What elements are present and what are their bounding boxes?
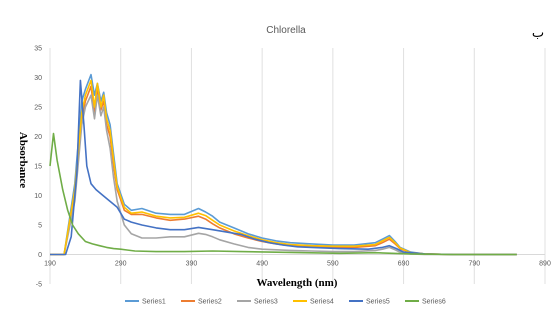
y-tick-label-1: 0 [38,252,42,259]
series-line-6 [49,132,517,256]
x-tick-labels: 190 290 390 490 590 690 790 890 [44,261,551,268]
y-tick-label-8: 35 [34,46,42,53]
x-tick-label-5: 690 [398,261,410,268]
legend-item-3: Series3 [237,299,278,306]
x-tick-label-0: 190 [44,261,56,268]
vertical-gridlines [49,48,546,284]
x-tick-label-3: 490 [256,261,268,268]
series-lines [49,73,517,256]
legend-item-1: Series1 [125,299,166,306]
y-axis-label: Absorbance [17,132,29,188]
x-tick-label-1: 290 [115,261,127,268]
x-tick-label-4: 590 [327,261,339,268]
legend-label-6: Series6 [422,299,446,306]
legend-item-2: Series2 [181,299,222,306]
y-tick-labels: -5 0 5 10 15 20 25 30 35 [34,46,42,289]
legend-item-5: Series5 [349,299,390,306]
series-line-3 [50,94,517,256]
legend-label-3: Series3 [254,299,278,306]
legend-label-5: Series5 [366,299,390,306]
series-line-4 [50,79,517,256]
y-tick-label-5: 20 [34,134,42,141]
x-tick-label-7: 890 [539,261,551,268]
x-axis-label: Wavelength (nm) [257,277,338,289]
chart-title: Chlorella [266,25,306,36]
y-tick-label-2: 5 [38,223,42,230]
legend: Series1 Series2 Series3 Series4 Series5 Serie… [125,299,446,306]
legend-label-4: Series4 [310,299,334,306]
y-tick-label-6: 25 [34,105,42,112]
legend-item-4: Series4 [293,299,334,306]
x-tick-label-2: 390 [186,261,198,268]
y-tick-label-0: -5 [36,282,42,289]
y-tick-label-3: 10 [34,193,42,200]
legend-label-2: Series2 [198,299,222,306]
x-tick-label-6: 790 [468,261,480,268]
legend-label-1: Series1 [142,299,166,306]
series-line-5 [50,79,517,256]
y-tick-label-7: 30 [34,75,42,82]
corner-label: ب [532,26,544,41]
legend-item-6: Series6 [405,299,446,306]
y-tick-label-4: 15 [34,164,42,171]
